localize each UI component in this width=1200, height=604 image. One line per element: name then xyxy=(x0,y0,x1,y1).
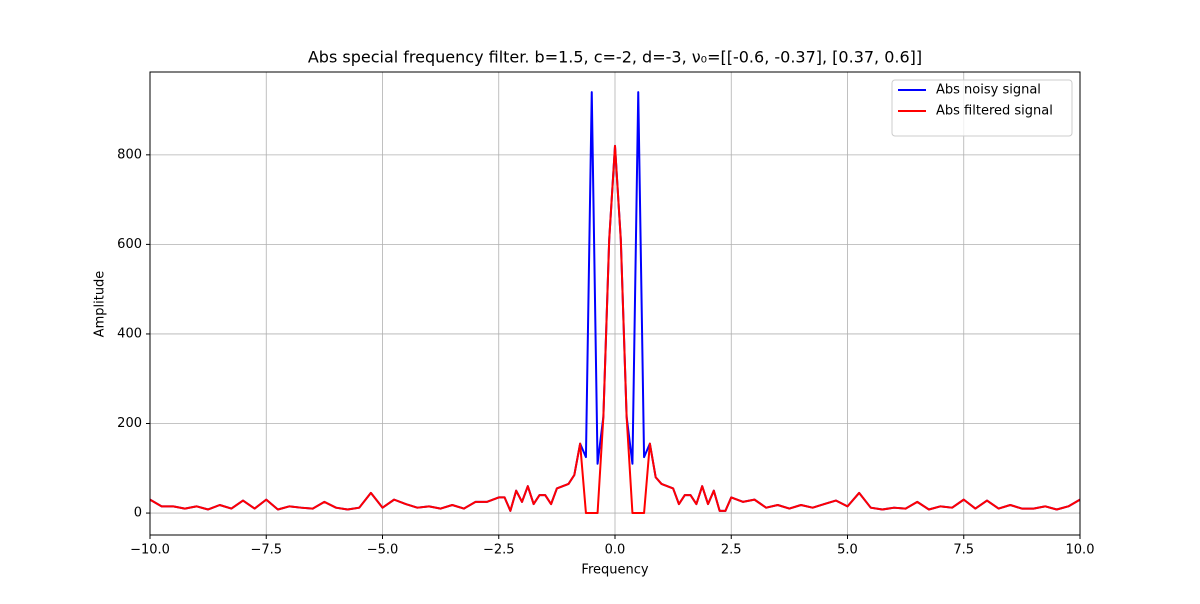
y-tick-label: 200 xyxy=(117,416,142,431)
x-tick-label: −5.0 xyxy=(367,543,399,558)
legend-label: Abs noisy signal xyxy=(936,83,1041,98)
y-tick-label: 600 xyxy=(117,237,142,252)
y-tick-label: 0 xyxy=(134,506,142,521)
x-tick-label: 10.0 xyxy=(1066,543,1095,558)
y-tick-label: 400 xyxy=(117,326,142,341)
plot-frame xyxy=(149,71,1081,536)
legend-label: Abs filtered signal xyxy=(936,104,1053,119)
data-line xyxy=(149,144,1081,515)
chart-title: Abs special frequency filter. b=1.5, c=-… xyxy=(308,48,922,67)
x-tick-label: −10.0 xyxy=(130,543,170,558)
x-tick-label: 5.0 xyxy=(837,543,858,558)
y-axis-label: Amplitude xyxy=(93,271,108,338)
legend-box xyxy=(891,79,1073,137)
x-tick-label: −2.5 xyxy=(483,543,515,558)
legend: Abs noisy signal Abs filtered signal xyxy=(891,79,1073,137)
x-tick-label: 7.5 xyxy=(953,543,974,558)
x-tick-label: 2.5 xyxy=(721,543,742,558)
y-tick-label: 800 xyxy=(117,147,142,162)
x-axis-label: Frequency xyxy=(581,563,648,578)
x-tick-label: 0.0 xyxy=(605,543,626,558)
x-tick-label: −7.5 xyxy=(250,543,282,558)
